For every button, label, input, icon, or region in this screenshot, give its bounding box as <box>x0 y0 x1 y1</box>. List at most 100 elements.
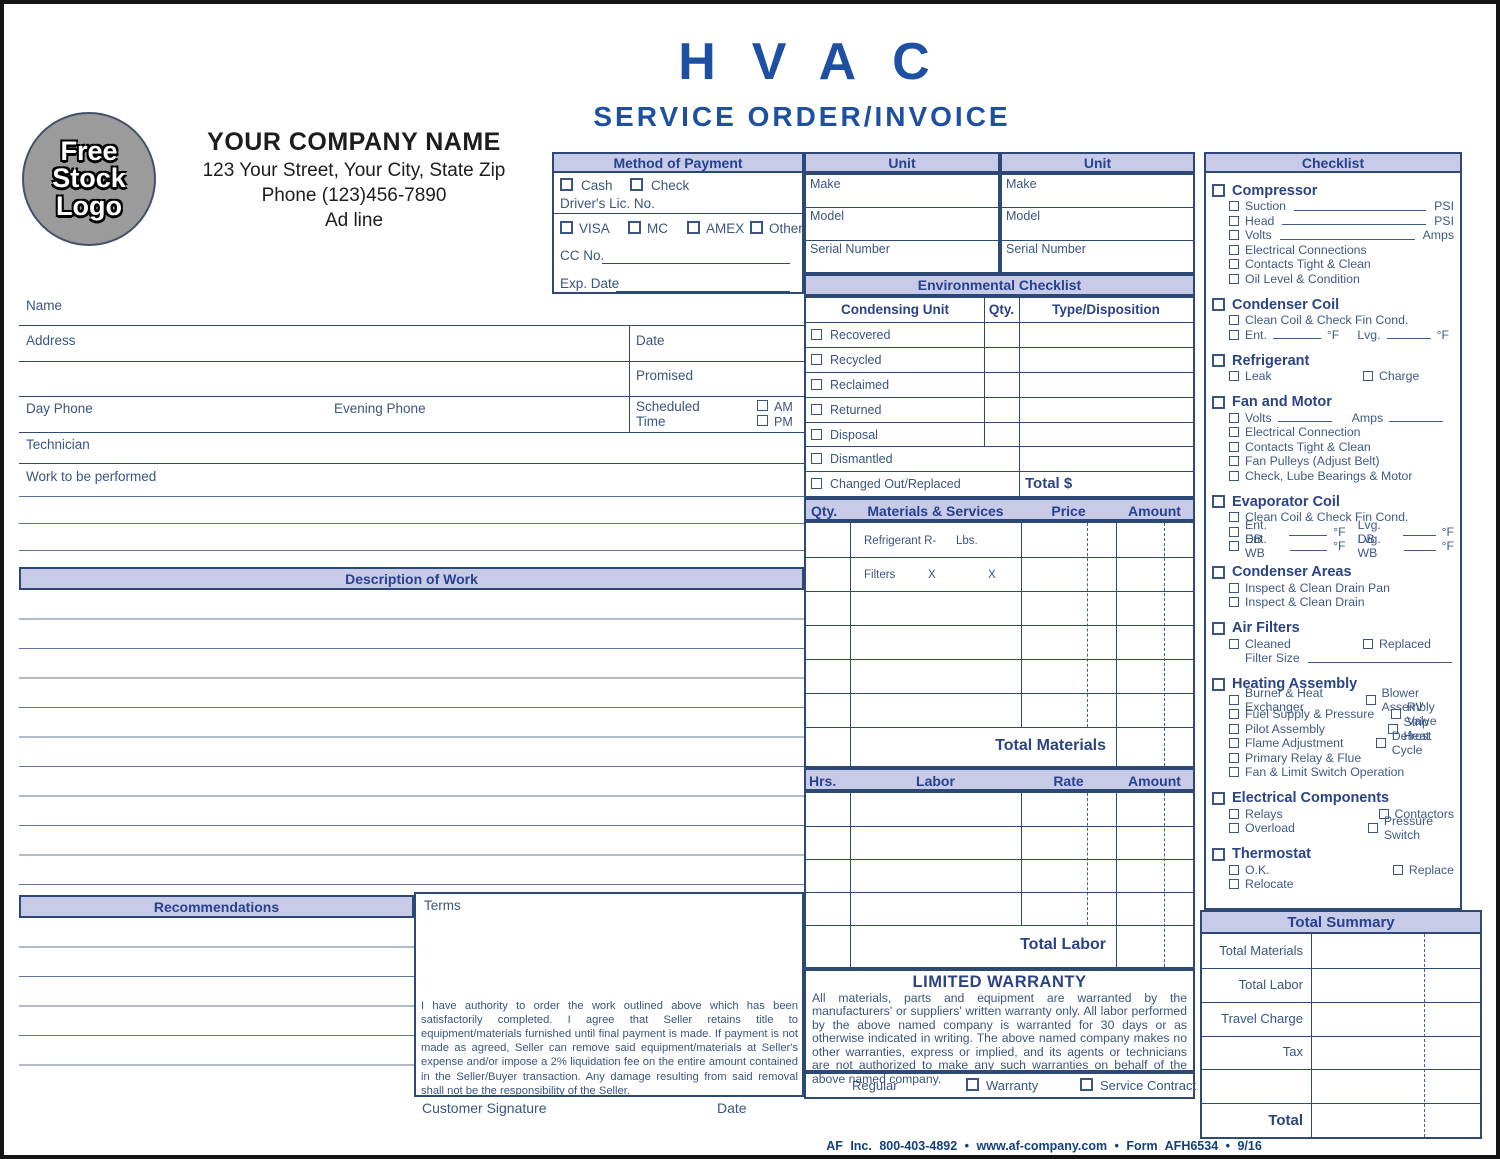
fan-pulleys-checkbox[interactable] <box>1229 456 1239 467</box>
clean-drain-pan-checkbox[interactable] <box>1229 582 1239 593</box>
replaced-checkbox[interactable] <box>1363 638 1373 649</box>
check-checkbox[interactable] <box>630 178 643 191</box>
visa-checkbox[interactable] <box>560 221 573 234</box>
warranty-checkbox[interactable] <box>966 1078 979 1091</box>
fan-electrical-checkbox[interactable] <box>1229 427 1239 438</box>
volts-checkbox[interactable] <box>1229 230 1239 241</box>
evap-clean-coil-checkbox[interactable] <box>1229 512 1239 523</box>
oil-level-checkbox[interactable] <box>1229 273 1239 284</box>
address-writein-line[interactable] <box>19 361 804 362</box>
replace-checkbox[interactable] <box>1392 864 1403 875</box>
writein-line[interactable] <box>1289 527 1328 537</box>
divider-line <box>806 347 1193 348</box>
blower-checkbox[interactable] <box>1365 694 1376 705</box>
electrical-connections-checkbox[interactable] <box>1229 244 1239 255</box>
pilot-assembly-checkbox[interactable] <box>1229 723 1239 734</box>
writein-line[interactable] <box>1277 413 1332 423</box>
disposal-checkbox[interactable] <box>811 429 822 440</box>
lube-bearings-checkbox[interactable] <box>1229 470 1239 481</box>
burner-checkbox[interactable] <box>1229 694 1239 705</box>
leak-checkbox[interactable] <box>1229 371 1239 382</box>
writein-line[interactable] <box>1272 330 1321 340</box>
writein-line[interactable] <box>1290 542 1328 551</box>
other-checkbox[interactable] <box>750 221 763 234</box>
cents-divider <box>1164 793 1165 967</box>
fan-motor-checkbox[interactable] <box>1212 395 1225 409</box>
drivers-lic-label: Driver's Lic. No. <box>560 196 655 211</box>
condenser-areas-checkbox[interactable] <box>1212 565 1225 579</box>
terms-text: I have authority to order the work outli… <box>421 1000 798 1097</box>
labor-table: Total Labor <box>804 791 1195 969</box>
suction-checkbox[interactable] <box>1229 201 1239 212</box>
work-writein-line[interactable] <box>19 550 804 551</box>
fan-limit-checkbox[interactable] <box>1229 767 1239 778</box>
writein-line[interactable] <box>1294 202 1427 211</box>
flame-adjustment-checkbox[interactable] <box>1229 738 1239 749</box>
clean-coil-checkbox[interactable] <box>1229 315 1239 326</box>
recommendations-writein-area[interactable] <box>19 918 414 1091</box>
work-writein-line[interactable] <box>19 523 804 524</box>
ok-checkbox[interactable] <box>1229 864 1239 875</box>
head-checkbox[interactable] <box>1229 215 1239 226</box>
description-writein-area[interactable] <box>19 590 804 886</box>
charge-checkbox[interactable] <box>1363 371 1373 382</box>
col-qty: Qty. <box>811 503 838 519</box>
env-row-label: Recycled <box>830 352 882 367</box>
rv-valve-checkbox[interactable] <box>1390 709 1401 720</box>
contactors-checkbox[interactable] <box>1378 808 1389 819</box>
primary-relay-checkbox[interactable] <box>1229 752 1239 763</box>
item-label: Charge <box>1379 369 1420 384</box>
air-filters-checkbox[interactable] <box>1212 621 1225 635</box>
relays-checkbox[interactable] <box>1229 808 1239 819</box>
writein-line[interactable] <box>1403 527 1436 537</box>
fuel-supply-checkbox[interactable] <box>1229 709 1239 720</box>
clean-drain-checkbox[interactable] <box>1229 597 1239 608</box>
cash-checkbox[interactable] <box>560 178 573 191</box>
cc-no-writein-line[interactable] <box>602 263 790 264</box>
am-checkbox[interactable] <box>757 400 768 411</box>
unit2-box: Make Model Serial Number <box>1000 173 1195 274</box>
mc-checkbox[interactable] <box>628 221 641 234</box>
strip-heat-checkbox[interactable] <box>1387 723 1398 734</box>
ent-lvg-checkbox[interactable] <box>1229 329 1239 340</box>
condenser-coil-checkbox[interactable] <box>1212 298 1225 311</box>
changed-out-checkbox[interactable] <box>811 478 822 489</box>
fan-volts-checkbox[interactable] <box>1229 412 1239 423</box>
writein-line[interactable] <box>1307 654 1452 663</box>
writein-line[interactable] <box>1279 231 1415 240</box>
pm-checkbox[interactable] <box>757 415 768 426</box>
heating-assembly-checkbox[interactable] <box>1212 677 1225 691</box>
fan-contacts-checkbox[interactable] <box>1229 441 1239 452</box>
writein-line[interactable] <box>1386 330 1431 340</box>
recovered-checkbox[interactable] <box>811 329 822 340</box>
compressor-checkbox[interactable] <box>1212 184 1225 197</box>
name-writein-line[interactable] <box>19 325 804 326</box>
dismantled-checkbox[interactable] <box>811 453 822 464</box>
thermostat-checkbox[interactable] <box>1212 847 1225 861</box>
relocate-checkbox[interactable] <box>1229 879 1239 890</box>
writein-line[interactable] <box>1404 542 1436 551</box>
amex-checkbox[interactable] <box>687 221 700 234</box>
writein-line[interactable] <box>1282 216 1427 226</box>
pressure-switch-checkbox[interactable] <box>1367 823 1378 834</box>
electrical-components-checkbox[interactable] <box>1212 791 1225 805</box>
returned-checkbox[interactable] <box>811 404 822 415</box>
ent-wb-checkbox[interactable] <box>1229 541 1239 552</box>
ent-db-checkbox[interactable] <box>1229 526 1239 537</box>
item-label: Oil Level & Condition <box>1245 271 1360 286</box>
contacts-tight-checkbox[interactable] <box>1229 259 1239 270</box>
overload-checkbox[interactable] <box>1229 823 1239 834</box>
work-writein-line[interactable] <box>19 496 804 497</box>
defrost-cycle-checkbox[interactable] <box>1375 738 1386 749</box>
divider-line <box>19 432 804 433</box>
service-contract-checkbox[interactable] <box>1080 1078 1093 1091</box>
writein-line[interactable] <box>1389 413 1444 423</box>
reclaimed-checkbox[interactable] <box>811 379 822 390</box>
unit-suffix: °F <box>1333 539 1346 554</box>
technician-writein-line[interactable] <box>19 463 804 464</box>
evaporator-checkbox[interactable] <box>1212 495 1225 508</box>
exp-date-writein-line[interactable] <box>616 291 790 292</box>
cleaned-checkbox[interactable] <box>1229 638 1239 649</box>
refrigerant-checkbox[interactable] <box>1212 354 1225 367</box>
recycled-checkbox[interactable] <box>811 354 822 365</box>
